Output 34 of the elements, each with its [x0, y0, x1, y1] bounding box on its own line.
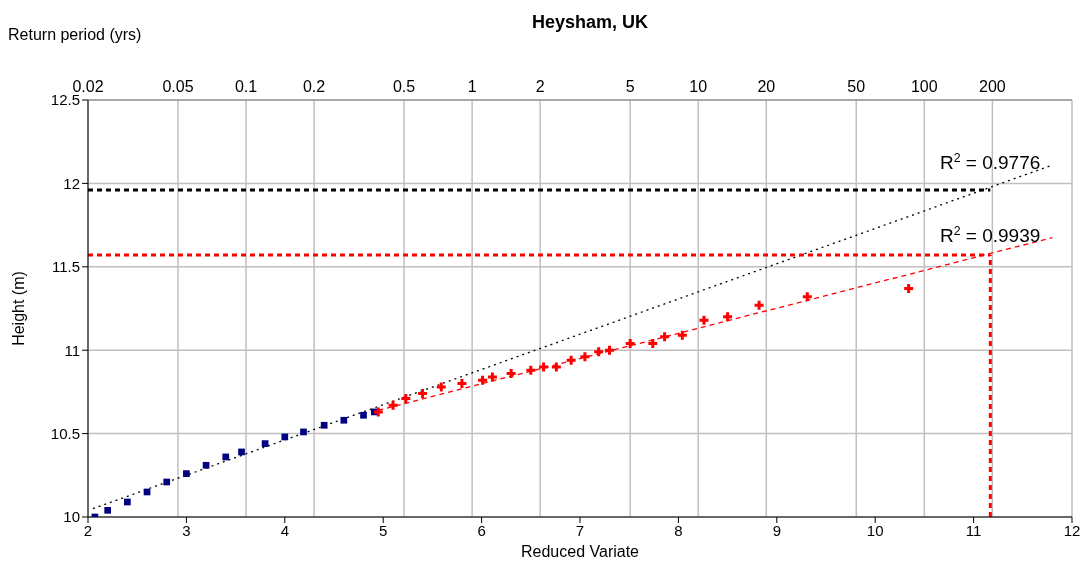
- x2-tick-label: 0.2: [302, 78, 326, 95]
- x2-tick-label: 200: [979, 78, 1006, 95]
- y-tick-label: 11: [64, 341, 80, 359]
- x2-tick-label: 20: [757, 78, 776, 95]
- y-tick-label: 11.5: [51, 258, 80, 276]
- x-tick-label: 7: [575, 521, 585, 539]
- x-axis-title: Reduced Variate: [521, 543, 640, 560]
- x2-tick-label: 0.1: [234, 78, 258, 95]
- x-tick-label: 2: [83, 521, 93, 539]
- annotation: R$^{2}$ = 0.9939: [939, 223, 1041, 246]
- annotation: R$^{2}$ = 0.9776: [939, 151, 1041, 174]
- x-tick-label: 6: [477, 521, 486, 539]
- x2-axis-title: Return period (yrs): [8, 26, 142, 43]
- x2-tick-label: 1: [467, 78, 477, 95]
- x-tick-label: 3: [182, 521, 191, 539]
- x2-tick-label: 10: [689, 78, 708, 95]
- y-tick-label: 10.5: [50, 424, 80, 442]
- x-tick-label: 11: [965, 521, 982, 539]
- y-tick-label: 10: [63, 508, 80, 526]
- x2-tick-label: 100: [910, 78, 938, 95]
- chart-title: Heysham, UK: [531, 12, 649, 32]
- y-tick-label: 12: [63, 174, 80, 192]
- x2-tick-label: 0.5: [392, 78, 416, 95]
- x2-tick-label: 5: [625, 78, 635, 95]
- y-axis-title: Height (m): [9, 271, 27, 346]
- x2-tick-label: 2: [535, 78, 545, 95]
- x-tick-label: 9: [772, 521, 781, 539]
- x-tick-label: 5: [379, 521, 388, 539]
- x2-tick-label: 0.05: [162, 78, 194, 95]
- x2-tick-label: 50: [847, 78, 866, 95]
- x-tick-label: 8: [674, 521, 683, 539]
- x-tick-label: 12: [1063, 521, 1081, 539]
- x-tick-label: 4: [280, 521, 289, 539]
- x-tick-label: 10: [866, 521, 884, 539]
